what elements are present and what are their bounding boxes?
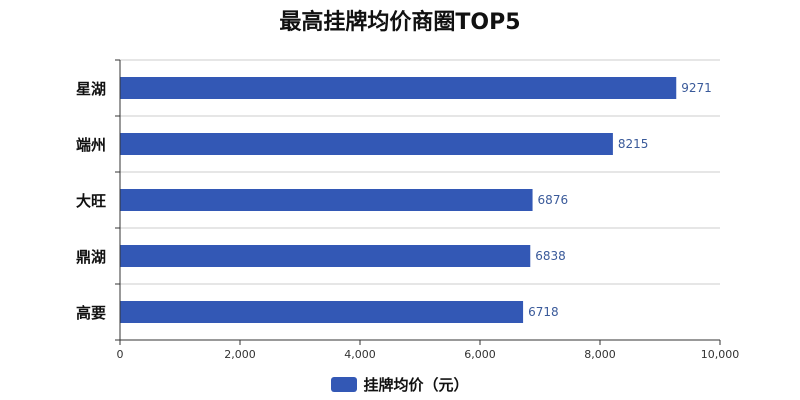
data-label: 6838	[535, 249, 566, 263]
chart-title: 最高挂牌均价商圈TOP5	[279, 10, 521, 35]
data-label: 9271	[681, 81, 712, 95]
legend[interactable]: 挂牌均价（元）	[0, 374, 800, 395]
data-label: 6876	[538, 193, 569, 207]
x-tick-label: 10,000	[701, 348, 740, 361]
category-label: 高要	[76, 304, 106, 322]
bar-星湖	[120, 77, 677, 99]
bar-高要	[120, 301, 524, 323]
category-label: 大旺	[76, 192, 106, 210]
bar-大旺	[120, 189, 533, 211]
category-label: 鼎湖	[76, 248, 106, 266]
bar-端州	[120, 133, 613, 155]
x-tick-label: 0	[117, 348, 124, 361]
bars-layer: 9271 8215 6876 6838 6718	[120, 77, 712, 323]
data-label: 8215	[618, 137, 649, 151]
category-label: 端州	[76, 136, 106, 154]
x-tick-label: 6,000	[464, 348, 496, 361]
x-tick-label: 2,000	[224, 348, 256, 361]
x-tick-label: 8,000	[584, 348, 616, 361]
legend-label: 挂牌均价（元）	[363, 376, 469, 394]
category-label: 星湖	[76, 80, 106, 98]
legend-swatch	[331, 377, 358, 392]
bar-鼎湖	[120, 245, 531, 267]
x-tick-label: 4,000	[344, 348, 376, 361]
data-label: 6718	[528, 305, 559, 319]
